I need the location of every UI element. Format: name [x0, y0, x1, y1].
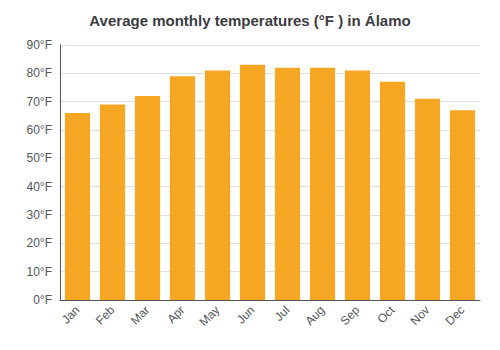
svg-text:80°F: 80°F	[27, 66, 52, 80]
svg-text:70°F: 70°F	[27, 95, 52, 109]
svg-text:30°F: 30°F	[27, 208, 52, 222]
svg-text:Feb: Feb	[93, 303, 118, 328]
svg-text:Average monthly temperatures (: Average monthly temperatures (°F ) in Ál…	[89, 12, 410, 29]
svg-text:60°F: 60°F	[27, 123, 52, 137]
svg-text:10°F: 10°F	[27, 265, 52, 279]
svg-text:Jul: Jul	[272, 303, 293, 324]
svg-text:Nov: Nov	[407, 303, 432, 328]
svg-text:Oct: Oct	[374, 303, 398, 327]
svg-text:50°F: 50°F	[27, 151, 52, 165]
svg-text:Jun: Jun	[234, 303, 258, 327]
svg-text:40°F: 40°F	[27, 180, 52, 194]
svg-text:20°F: 20°F	[27, 236, 52, 250]
svg-text:Apr: Apr	[164, 303, 187, 326]
svg-text:Dec: Dec	[442, 303, 467, 328]
svg-text:90°F: 90°F	[27, 38, 52, 52]
svg-text:0°F: 0°F	[33, 293, 52, 307]
svg-text:Sep: Sep	[337, 303, 362, 328]
svg-text:Mar: Mar	[128, 303, 153, 327]
svg-text:Aug: Aug	[302, 303, 327, 328]
svg-text:Jan: Jan	[59, 303, 83, 327]
svg-text:May: May	[197, 303, 223, 329]
